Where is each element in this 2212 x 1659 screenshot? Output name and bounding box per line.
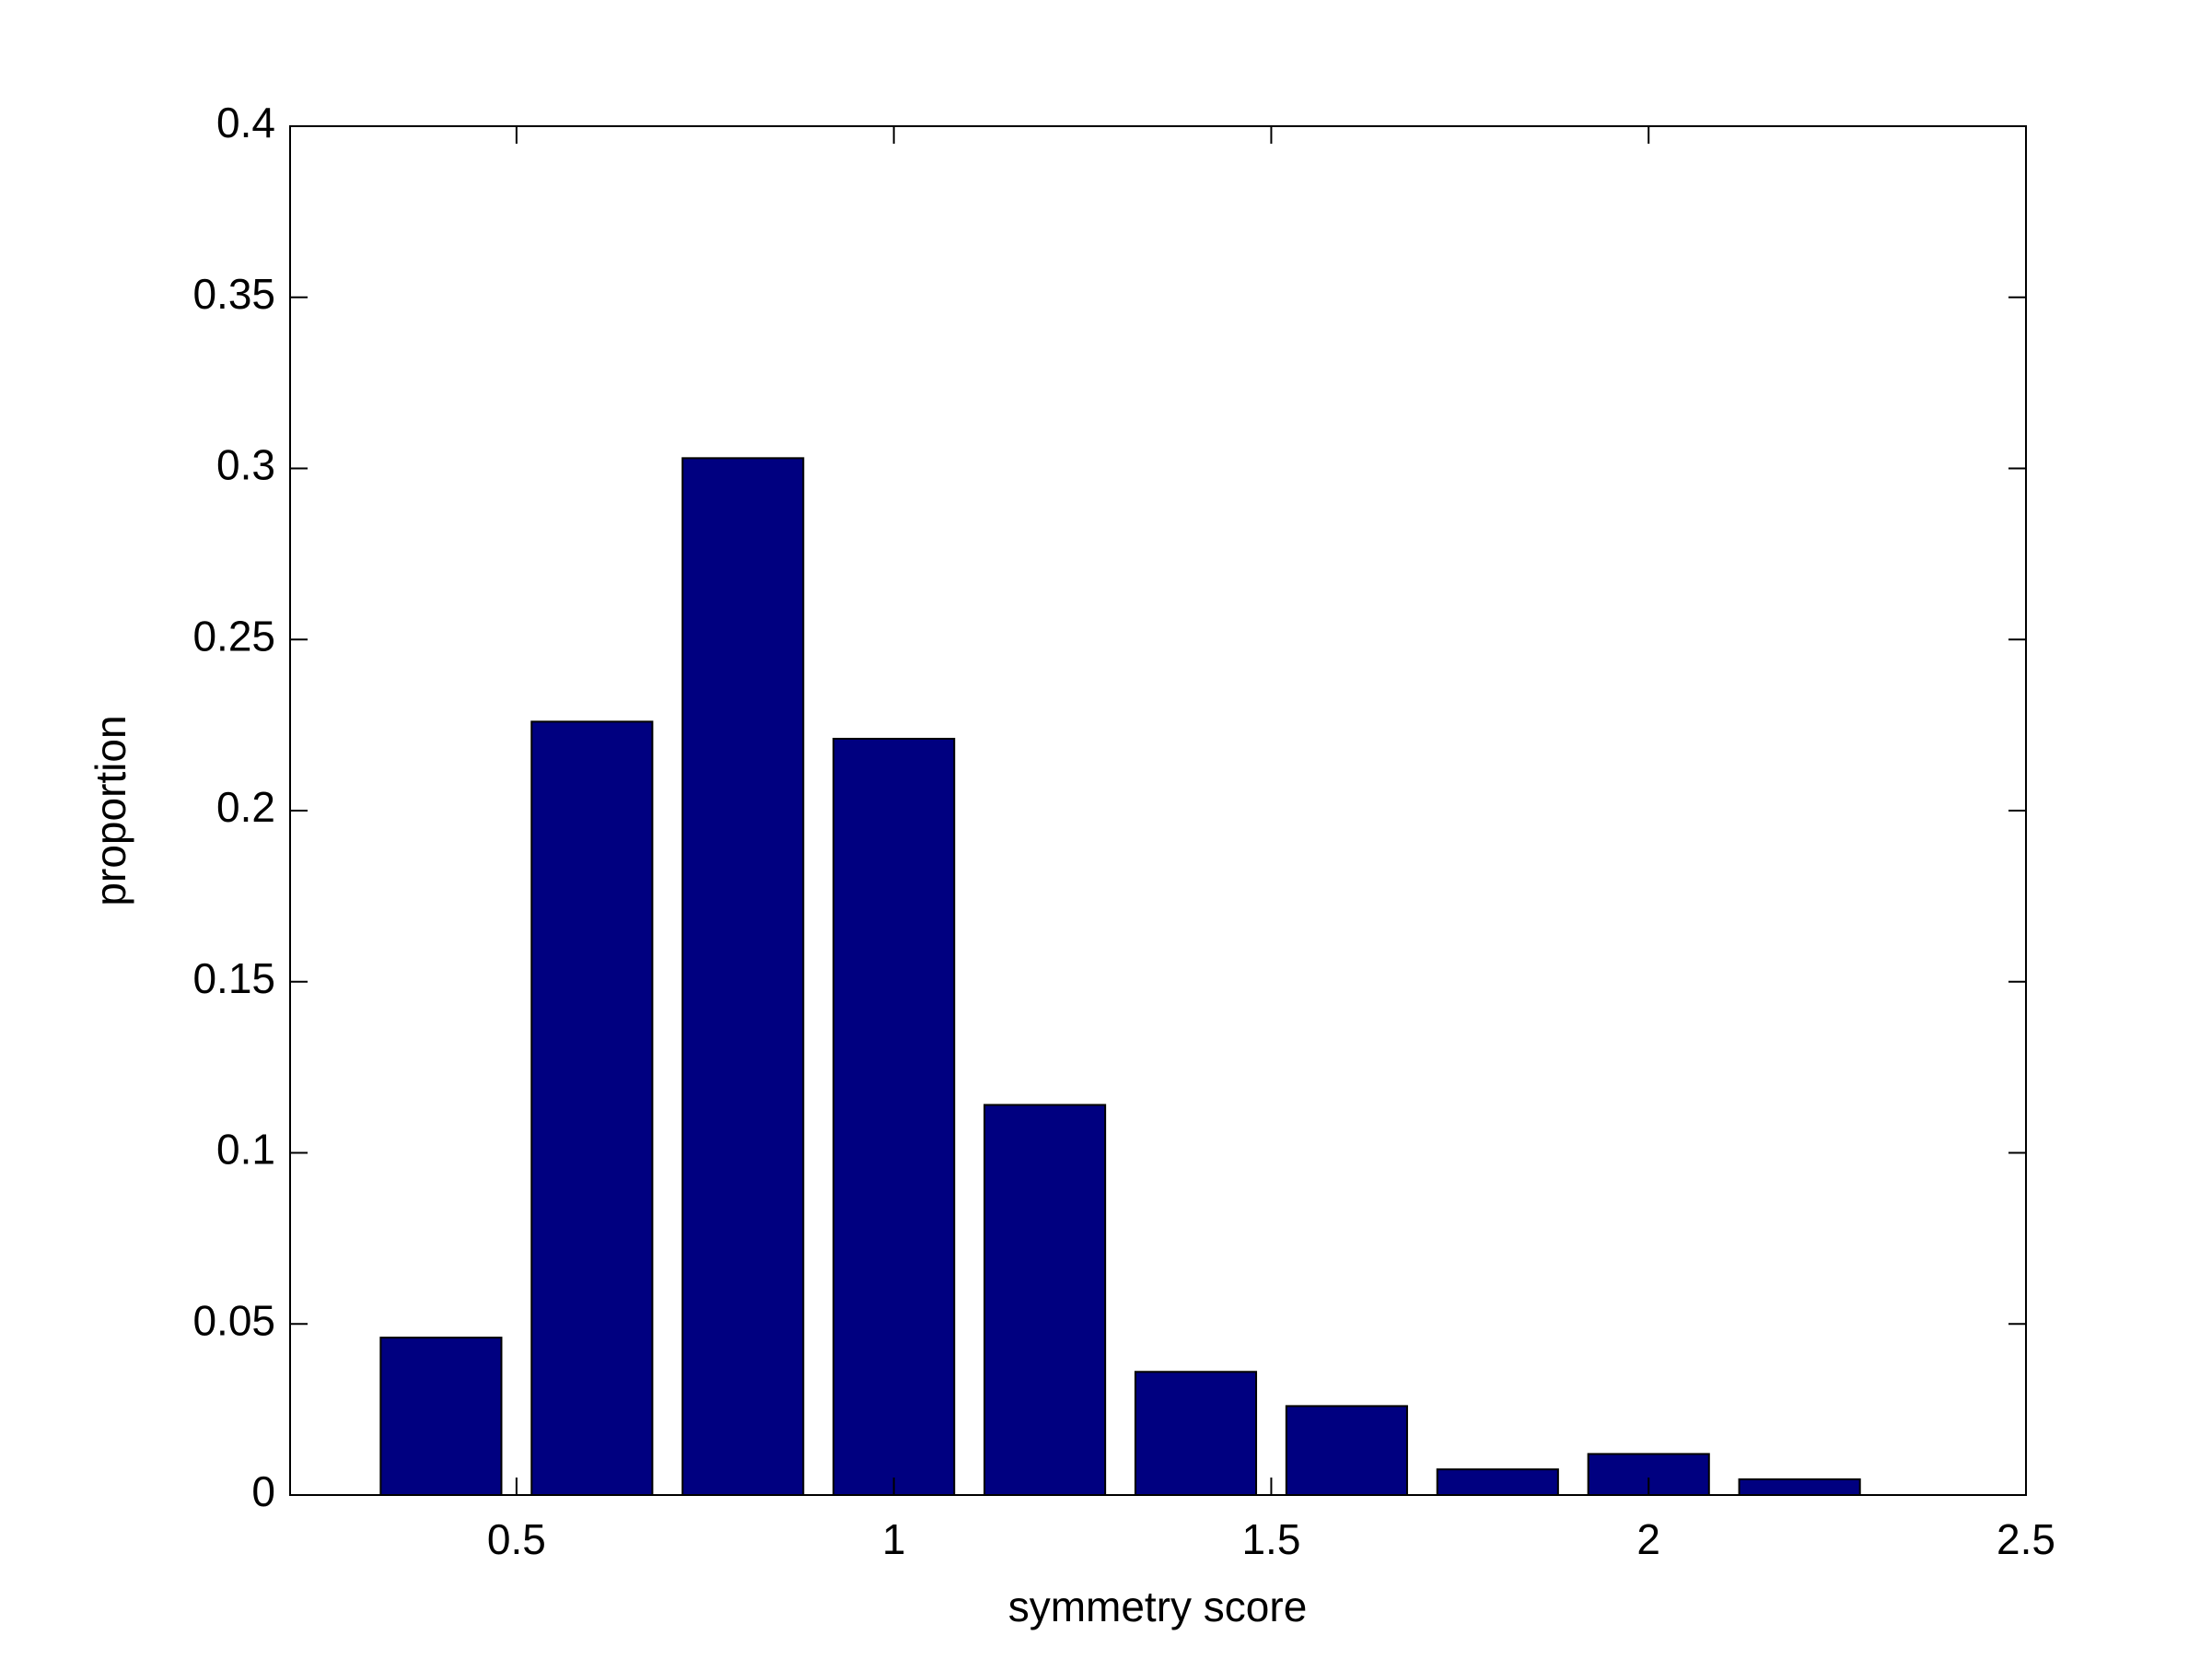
x-tick-label: 0.5: [487, 1515, 546, 1563]
bar: [1134, 1371, 1258, 1497]
y-tick-label: 0: [251, 1467, 275, 1515]
y-tick-label: 0.4: [216, 99, 275, 146]
bar: [530, 720, 654, 1496]
x-axis-label: symmetry score: [1008, 1583, 1308, 1630]
y-tick-label: 0.1: [216, 1126, 275, 1174]
y-tick-label: 0.15: [192, 954, 275, 1002]
x-tick-label: 1.5: [1241, 1515, 1300, 1563]
x-tick-label: 1: [882, 1515, 906, 1563]
bar: [379, 1337, 503, 1496]
bar: [984, 1104, 1107, 1496]
y-tick-label: 0.35: [192, 270, 275, 318]
y-tick-label: 0.05: [192, 1296, 275, 1344]
y-tick-label: 0.3: [216, 441, 275, 489]
y-tick-label: 0.2: [216, 783, 275, 831]
bar: [1285, 1405, 1408, 1497]
x-tick-label: 2.5: [1997, 1515, 2055, 1563]
bar: [1738, 1478, 1861, 1497]
bar: [832, 737, 956, 1496]
y-tick-label: 0.25: [192, 612, 275, 660]
y-axis-label: proportion: [87, 715, 134, 905]
x-tick-label: 2: [1636, 1515, 1660, 1563]
bar: [681, 457, 805, 1497]
bar: [1436, 1468, 1559, 1496]
